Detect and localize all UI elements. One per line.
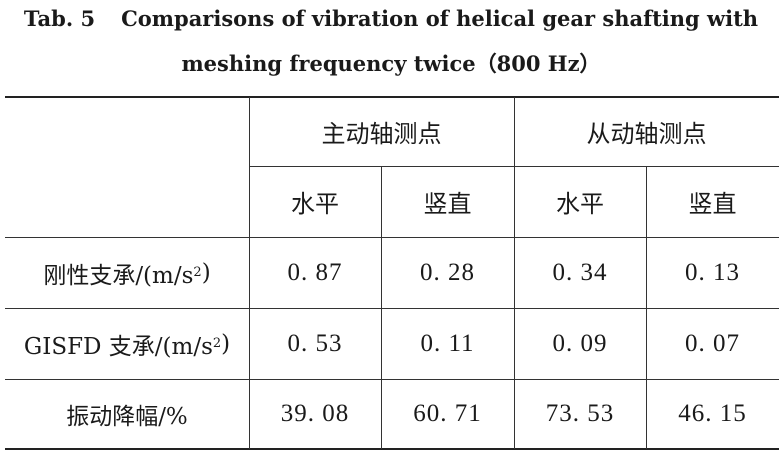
header-group-driving: 主动轴测点: [321, 120, 442, 148]
row-divider: [5, 379, 779, 380]
table-bottom-rule: [5, 448, 779, 450]
table-cell: 46. 15: [678, 399, 747, 427]
row-label-text-end: ): [201, 259, 211, 286]
table-cell: 73. 53: [545, 399, 615, 427]
header-driving-vertical: 竖直: [423, 190, 472, 218]
table-number: Tab. 5: [23, 6, 96, 31]
table-caption-line-2: meshing frequency twice（800 Hz）: [0, 48, 782, 78]
table-cell: 0. 11: [420, 329, 475, 357]
row-label-vibration-reduction: 振动降幅/%: [5, 379, 249, 448]
table-top-rule: [5, 96, 779, 98]
table-cell: 0. 87: [287, 258, 343, 286]
row-label-text-end: ): [221, 330, 231, 357]
row-label-gisfd-support: GISFD 支承/(m/s 2): [5, 308, 249, 379]
table-cell: 0. 13: [685, 258, 740, 286]
table-cell: 0. 07: [685, 329, 740, 357]
table-cell: 39. 08: [280, 399, 350, 427]
column-divider: [646, 166, 647, 449]
table-caption-line-1: Tab. 5 Comparisons of vibration of helica…: [0, 6, 782, 31]
row-label-text: 振动降幅/%: [66, 403, 188, 430]
row-label-text: 刚性支承/(m/s: [43, 262, 194, 289]
table-title-part-2: meshing frequency twice（800 Hz）: [181, 51, 601, 76]
table-cell: 0. 34: [552, 258, 608, 286]
table-cell: 0. 53: [287, 329, 343, 357]
table-cell: 0. 28: [420, 258, 475, 286]
row-label-rigid-support: 刚性支承/(m/s 2): [5, 237, 249, 308]
header-group-driven: 从动轴测点: [586, 120, 707, 148]
column-divider: [514, 97, 515, 449]
row-label-text: GISFD 支承/(m/s: [23, 333, 213, 360]
row-divider: [5, 237, 779, 238]
table-title-part-1: Comparisons of vibration of helical gear…: [121, 6, 759, 31]
column-divider: [249, 97, 250, 449]
table-cell: 0. 09: [552, 329, 608, 357]
header-driving-horizontal: 水平: [291, 190, 339, 218]
column-divider: [381, 166, 382, 449]
table-cell: 60. 71: [413, 399, 482, 427]
header-driven-vertical: 竖直: [688, 190, 737, 218]
header-driven-horizontal: 水平: [556, 190, 604, 218]
row-divider: [5, 308, 779, 309]
